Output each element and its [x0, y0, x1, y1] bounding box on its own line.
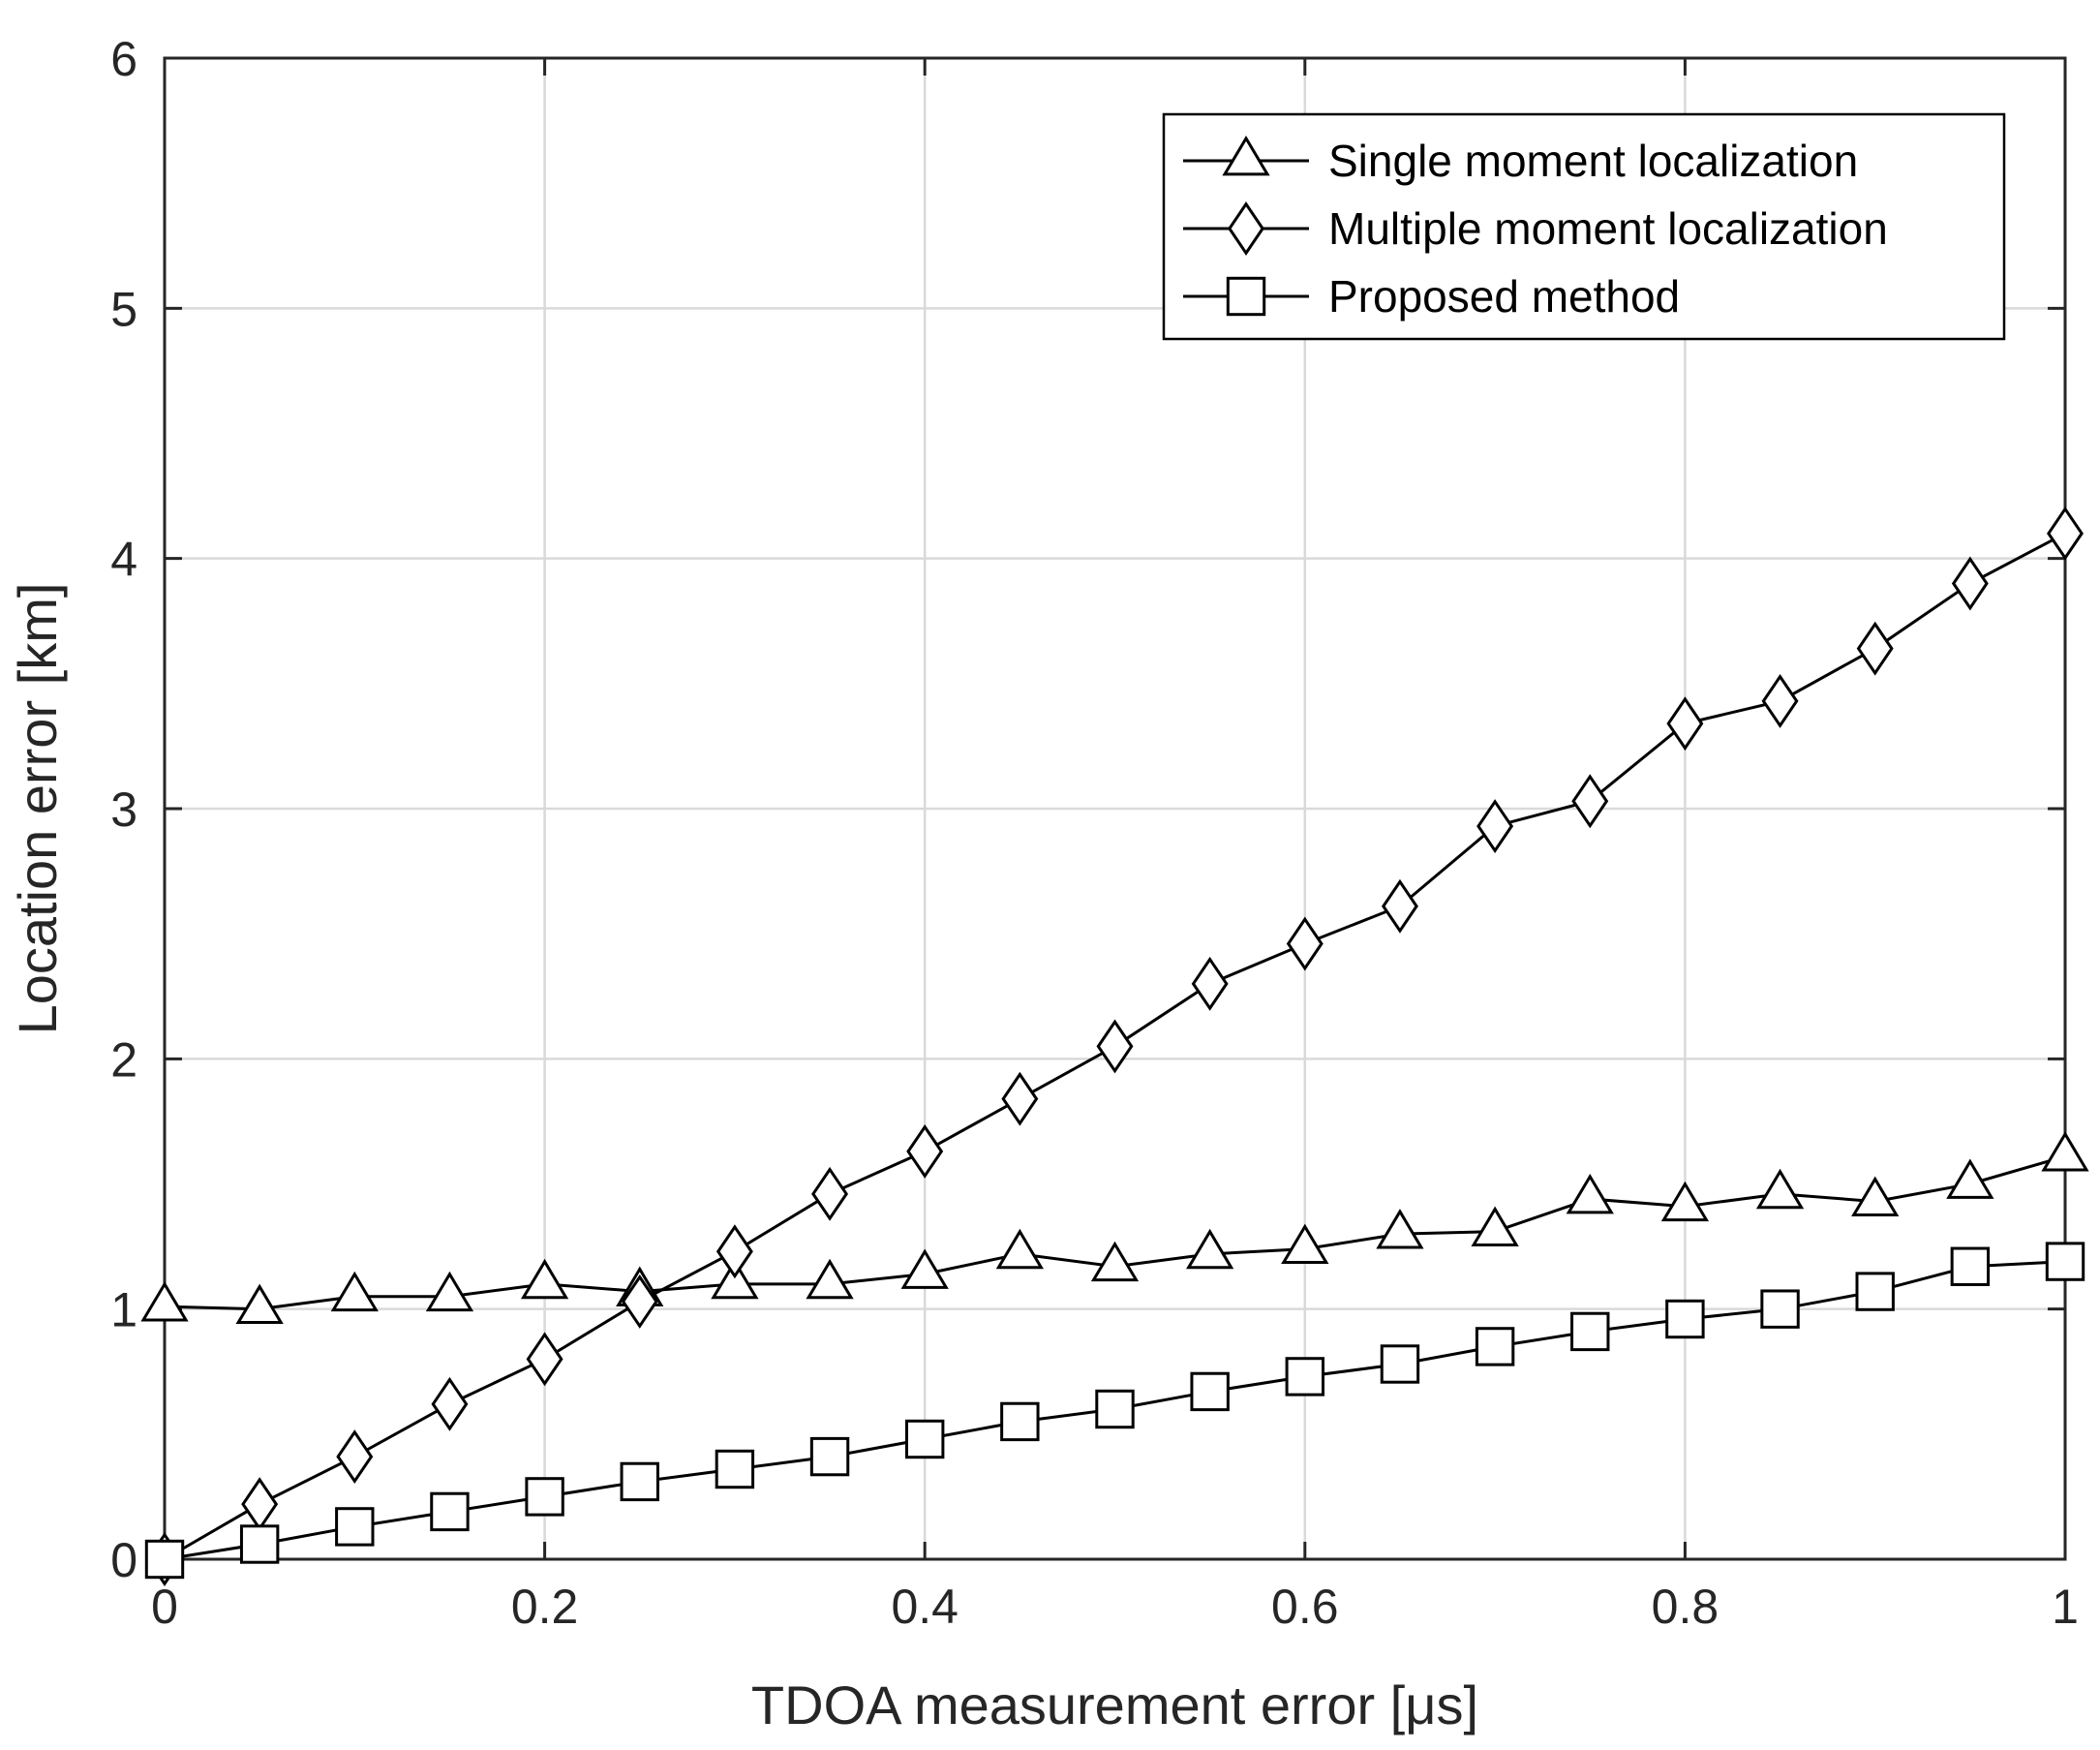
data-point-diamond: [1476, 799, 1514, 854]
data-point-diamond: [336, 1429, 374, 1485]
data-point-triangle: [711, 1258, 759, 1300]
data-point-square: [1095, 1389, 1135, 1429]
data-point-square: [1380, 1344, 1420, 1384]
legend-entry: Proposed method: [1183, 271, 1680, 322]
data-point-square: [809, 1436, 850, 1477]
data-point-triangle: [235, 1283, 284, 1325]
data-point-diamond: [1001, 1071, 1039, 1126]
data-point-diamond: [621, 1274, 658, 1329]
data-point-square: [1000, 1401, 1040, 1442]
data-point-triangle: [2041, 1131, 2089, 1172]
data-point-triangle: [806, 1258, 854, 1300]
legend-marker-triangle: [1222, 135, 1270, 176]
data-point-square: [1855, 1272, 1895, 1311]
legend-marker-diamond: [1228, 201, 1264, 256]
data-point-triangle: [900, 1248, 949, 1289]
x-axis-title: TDOA measurement error [μs]: [751, 1674, 1478, 1735]
data-point-triangle: [1755, 1168, 1805, 1210]
y-tick-label: 0: [110, 1533, 137, 1587]
data-point-diamond: [1191, 956, 1229, 1011]
legend-entry: Single moment localization: [1183, 135, 1858, 186]
data-point-diamond: [1096, 1019, 1134, 1074]
data-point-square: [715, 1449, 755, 1489]
data-point-square: [525, 1477, 564, 1517]
data-point-square: [335, 1507, 375, 1547]
data-point-triangle: [140, 1281, 189, 1322]
data-point-diamond: [1666, 696, 1704, 752]
x-tick-label: 1: [2052, 1580, 2079, 1634]
data-point-square: [1285, 1357, 1324, 1397]
legend-marker-square: [1226, 276, 1266, 317]
data-point-triangle: [1186, 1228, 1234, 1270]
data-point-triangle: [1660, 1181, 1710, 1222]
data-point-triangle: [995, 1228, 1044, 1270]
y-axis-title: Location error [km]: [7, 583, 68, 1035]
data-point-diamond: [715, 1224, 753, 1279]
data-point-square: [1760, 1289, 1800, 1329]
data-point-diamond: [431, 1376, 469, 1431]
data-point-square: [1950, 1246, 1991, 1286]
data-point-triangle: [520, 1258, 569, 1300]
data-point-square: [1190, 1371, 1230, 1412]
data-point-square: [1570, 1311, 1610, 1352]
x-tick-label: 0: [151, 1580, 178, 1634]
x-tick-label: 0.4: [891, 1580, 959, 1634]
data-point-square: [144, 1539, 185, 1580]
data-point-triangle: [330, 1271, 379, 1312]
data-point-triangle: [1090, 1241, 1140, 1282]
legend-label: Single moment localization: [1328, 136, 1858, 186]
series-square: [144, 1242, 2085, 1580]
data-point-diamond: [1571, 774, 1609, 829]
data-point-square: [430, 1491, 470, 1532]
y-tick-label: 1: [110, 1283, 137, 1337]
y-tick-label: 6: [110, 32, 137, 86]
y-tick-label: 5: [110, 282, 137, 336]
y-tick-label: 2: [110, 1032, 137, 1087]
data-point-triangle: [1376, 1209, 1424, 1249]
legend-label: Multiple moment localization: [1328, 203, 1888, 254]
data-point-square: [239, 1524, 280, 1564]
data-point-triangle: [1566, 1173, 1614, 1214]
x-tick-label: 0.6: [1271, 1580, 1339, 1634]
legend-label: Proposed method: [1328, 271, 1680, 322]
data-point-square: [620, 1461, 659, 1502]
legend: Single moment localization Multiple momen…: [1162, 112, 2006, 341]
y-tick-label: 4: [110, 533, 137, 587]
data-point-diamond: [2047, 506, 2084, 561]
legend-entry: Multiple moment localization: [1183, 201, 1888, 256]
data-point-triangle: [1471, 1206, 1519, 1246]
data-point-triangle: [1281, 1223, 1329, 1265]
data-point-diamond: [1761, 673, 1799, 728]
x-tick-label: 0.2: [511, 1580, 579, 1634]
data-point-square: [905, 1419, 945, 1459]
series-triangle: [140, 1131, 2089, 1325]
axes: 0 0.2 0.4 0.6 0.8 1 0 1 2 3 4 5 6: [110, 32, 2079, 1634]
legend-box: [1162, 112, 2006, 341]
data-point-triangle: [1851, 1176, 1900, 1216]
data-point-diamond: [526, 1332, 563, 1387]
data-point-diamond: [1951, 556, 1989, 611]
data-point-square: [1475, 1327, 1515, 1366]
data-point-diamond: [1856, 621, 1894, 676]
y-tick-label: 3: [110, 783, 137, 837]
series-group: [140, 506, 2089, 1586]
x-tick-label: 0.8: [1652, 1580, 1720, 1634]
data-point-square: [2045, 1242, 2085, 1281]
data-point-diamond: [1381, 878, 1418, 934]
data-point-square: [1665, 1299, 1705, 1339]
data-point-diamond: [906, 1123, 944, 1179]
data-point-diamond: [1286, 916, 1324, 971]
data-point-triangle: [425, 1271, 474, 1312]
data-point-triangle: [1946, 1158, 1994, 1199]
data-point-diamond: [811, 1166, 849, 1221]
